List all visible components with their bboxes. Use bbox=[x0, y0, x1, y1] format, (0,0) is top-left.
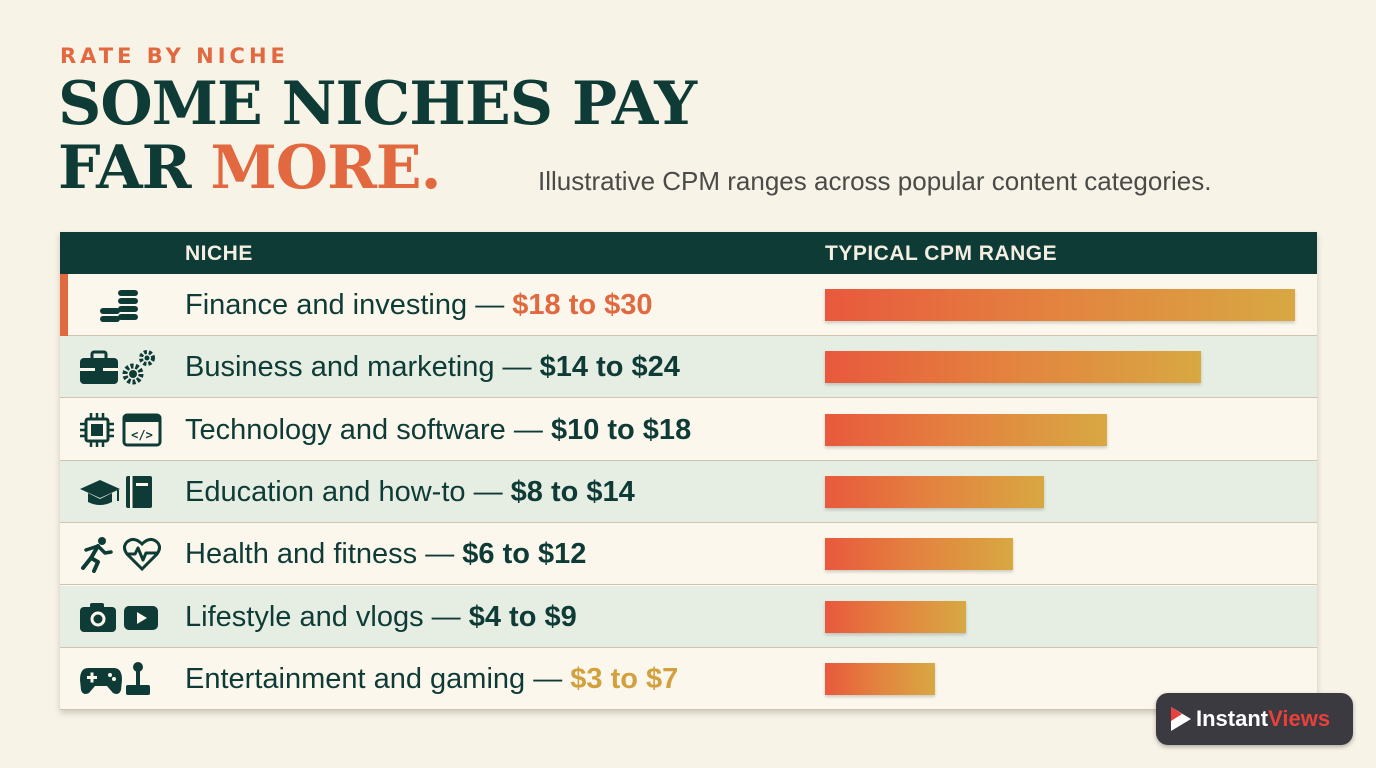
play-flag-icon bbox=[1171, 707, 1191, 731]
logo-text-plain: Instant bbox=[1196, 706, 1269, 731]
row-icons bbox=[78, 535, 162, 574]
headline-line-1: SOME NICHES PAY bbox=[58, 69, 697, 139]
niche-name: Business and marketing bbox=[185, 351, 495, 384]
cpm-bar bbox=[825, 289, 1295, 321]
headline: SOME NICHES PAY FAR MORE. bbox=[58, 69, 697, 200]
niche-label: Finance and investing — $18 to $30 bbox=[185, 289, 653, 322]
niche-label: Lifestyle and vlogs — $4 to $9 bbox=[185, 601, 577, 634]
table-row: Finance and investing — $18 to $30 bbox=[60, 274, 1317, 336]
logo-text-accent: Views bbox=[1268, 706, 1331, 731]
headline-line-2-accent: MORE. bbox=[210, 133, 441, 203]
niche-label: Business and marketing — $14 to $24 bbox=[185, 351, 680, 384]
cpm-bar bbox=[825, 538, 1013, 571]
cpm-range: $14 to $24 bbox=[539, 351, 680, 384]
cpm-table: NICHE TYPICAL CPM RANGE Finance and inve… bbox=[60, 232, 1317, 710]
col-header-niche: NICHE bbox=[185, 242, 253, 265]
separator: — bbox=[505, 413, 551, 446]
row-icons bbox=[78, 286, 162, 324]
niche-label: Health and fitness — $6 to $12 bbox=[185, 538, 586, 571]
col-header-range: TYPICAL CPM RANGE bbox=[825, 242, 1058, 265]
row-icons bbox=[78, 473, 162, 511]
headline-line-2: FAR MORE. bbox=[58, 136, 696, 200]
separator: — bbox=[465, 475, 511, 508]
niche-label: Education and how-to — $8 to $14 bbox=[185, 476, 635, 509]
row-icons bbox=[78, 598, 162, 636]
row-icons bbox=[78, 348, 162, 386]
svg-text:</>: </> bbox=[131, 428, 153, 442]
headline-line-2-plain: FAR bbox=[58, 133, 211, 203]
logo-text: InstantViews bbox=[1196, 706, 1330, 732]
separator: — bbox=[494, 351, 540, 384]
cpm-bar bbox=[825, 413, 1107, 446]
cpm-range: $8 to $14 bbox=[510, 475, 635, 508]
niche-name: Technology and software bbox=[185, 413, 506, 446]
cpm-bar bbox=[825, 351, 1201, 384]
cpm-bar bbox=[825, 662, 935, 695]
niche-name: Education and how-to bbox=[185, 475, 466, 508]
table-row: Business and marketing — $14 to $24 bbox=[60, 336, 1317, 399]
cpm-range: $18 to $30 bbox=[512, 289, 653, 321]
row-icons: </> bbox=[78, 411, 162, 449]
separator: — bbox=[423, 600, 469, 633]
cpm-bar bbox=[825, 475, 1045, 508]
cpm-range: $4 to $9 bbox=[468, 600, 577, 633]
niche-label: Entertainment and gaming — $3 to $7 bbox=[185, 663, 678, 696]
table-header: NICHE TYPICAL CPM RANGE bbox=[60, 232, 1317, 274]
row-icons bbox=[78, 660, 162, 698]
cpm-bar bbox=[825, 600, 966, 633]
eyebrow-label: RATE BY NICHE bbox=[60, 44, 289, 68]
niche-name: Lifestyle and vlogs bbox=[185, 600, 424, 633]
separator: — bbox=[467, 289, 513, 321]
niche-label: Technology and software — $10 to $18 bbox=[185, 414, 691, 447]
cpm-range: $3 to $7 bbox=[570, 662, 679, 695]
niche-name: Entertainment and gaming bbox=[185, 662, 526, 695]
instantviews-logo: InstantViews bbox=[1156, 693, 1353, 745]
separator: — bbox=[417, 538, 463, 571]
niche-name: Health and fitness bbox=[185, 538, 418, 571]
table-row: </> Technology and software — $10 to $18 bbox=[60, 399, 1317, 461]
table-row: Entertainment and gaming — $3 to $7 bbox=[60, 648, 1317, 710]
table-row: Lifestyle and vlogs — $4 to $9 bbox=[60, 585, 1317, 648]
separator: — bbox=[525, 662, 571, 695]
table-row: Health and fitness — $6 to $12 bbox=[60, 523, 1317, 586]
subtitle: Illustrative CPM ranges across popular c… bbox=[538, 166, 1212, 196]
niche-name: Finance and investing bbox=[185, 289, 468, 321]
table-row: Education and how-to — $8 to $14 bbox=[60, 460, 1317, 523]
cpm-range: $10 to $18 bbox=[550, 413, 692, 446]
cpm-range: $6 to $12 bbox=[462, 538, 587, 571]
